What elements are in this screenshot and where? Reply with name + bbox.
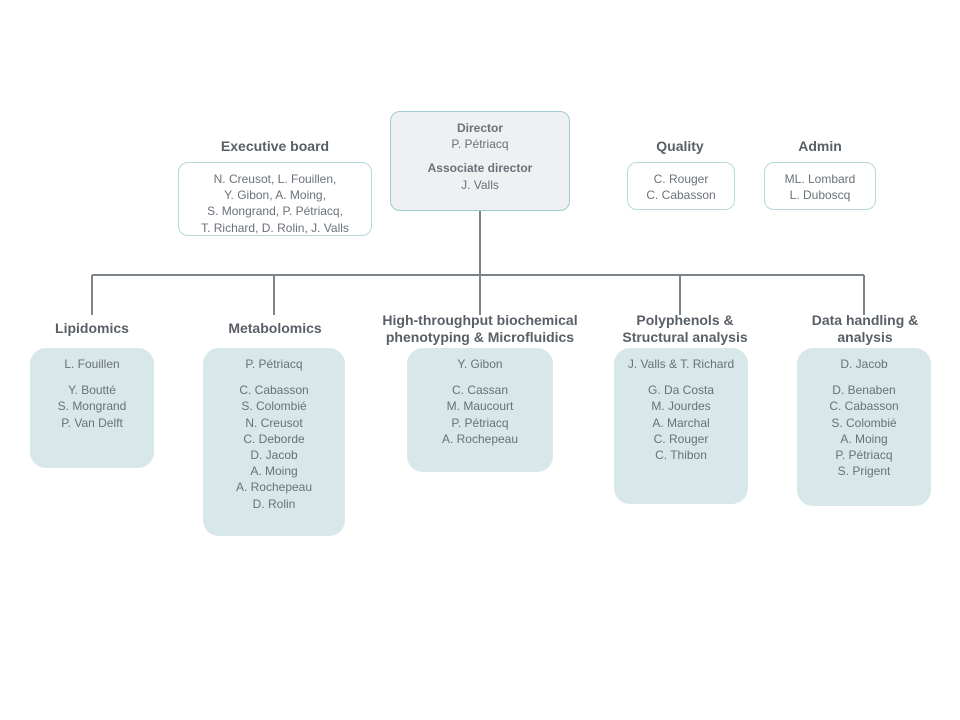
team-member: N. Creusot [209, 415, 339, 431]
team-heading-data: Data handling & analysis [795, 312, 935, 346]
director-name: P. Pétriacq [397, 136, 563, 152]
team-member: S. Colombié [803, 415, 925, 431]
team-box-polyphenols: J. Valls & T. Richard G. Da CostaM. Jourd… [614, 348, 748, 504]
quality-members: C. RougerC. Cabasson [646, 172, 715, 202]
associate-director-name: J. Valls [397, 177, 563, 193]
team-member: S. Prigent [803, 463, 925, 479]
team-heading-metabolomics: Metabolomics [210, 320, 340, 337]
team-member: M. Jourdes [620, 398, 742, 414]
team-member: A. Moing [209, 463, 339, 479]
team-member: D. Jacob [209, 447, 339, 463]
team-member: G. Da Costa [620, 382, 742, 398]
team-member: Y. Boutté [36, 382, 148, 398]
team-member: D. Rolin [209, 496, 339, 512]
associate-director-title: Associate director [397, 160, 563, 176]
team-member: A. Marchal [620, 415, 742, 431]
team-member: A. Rochepeau [413, 431, 547, 447]
team-member: C. Cabasson [803, 398, 925, 414]
executive-board-members: N. Creusot, L. Fouillen,Y. Gibon, A. Moi… [201, 172, 349, 235]
team-member: M. Maucourt [413, 398, 547, 414]
director-title: Director [397, 120, 563, 136]
quality-box: C. RougerC. Cabasson [627, 162, 735, 210]
team-heading-polyphenols: Polyphenols & Structural analysis [610, 312, 760, 346]
org-chart-canvas: Director P. Pétriacq Associate director … [0, 0, 960, 720]
team-box-metabolomics: P. Pétriacq C. CabassonS. ColombiéN. Creu… [203, 348, 345, 536]
team-member: P. Van Delft [36, 415, 148, 431]
executive-board-box: N. Creusot, L. Fouillen,Y. Gibon, A. Moi… [178, 162, 372, 236]
team-heading-lipidomics: Lipidomics [32, 320, 152, 337]
team-box-data: D. Jacob D. BenabenC. CabassonS. Colombié… [797, 348, 931, 506]
team-heading-htp: High-throughput biochemical phenotyping … [370, 312, 590, 346]
team-member: P. Pétriacq [803, 447, 925, 463]
team-lead: J. Valls & T. Richard [620, 356, 742, 372]
team-member: S. Colombié [209, 398, 339, 414]
team-member: A. Moing [803, 431, 925, 447]
admin-heading: Admin [760, 138, 880, 154]
quality-heading: Quality [620, 138, 740, 154]
executive-board-heading: Executive board [175, 138, 375, 154]
admin-box: ML. LombardL. Duboscq [764, 162, 876, 210]
team-member: C. Rouger [620, 431, 742, 447]
team-box-lipidomics: L. Fouillen Y. BouttéS. MongrandP. Van De… [30, 348, 154, 468]
team-member: C. Cassan [413, 382, 547, 398]
team-box-htp: Y. Gibon C. CassanM. MaucourtP. PétriacqA… [407, 348, 553, 472]
team-member: C. Deborde [209, 431, 339, 447]
team-lead: Y. Gibon [413, 356, 547, 372]
team-member: P. Pétriacq [413, 415, 547, 431]
team-lead: P. Pétriacq [209, 356, 339, 372]
team-lead: L. Fouillen [36, 356, 148, 372]
admin-members: ML. LombardL. Duboscq [785, 172, 856, 202]
director-box: Director P. Pétriacq Associate director … [390, 111, 570, 211]
team-member: C. Thibon [620, 447, 742, 463]
team-member: A. Rochepeau [209, 479, 339, 495]
team-member: C. Cabasson [209, 382, 339, 398]
team-lead: D. Jacob [803, 356, 925, 372]
team-member: S. Mongrand [36, 398, 148, 414]
team-member: D. Benaben [803, 382, 925, 398]
